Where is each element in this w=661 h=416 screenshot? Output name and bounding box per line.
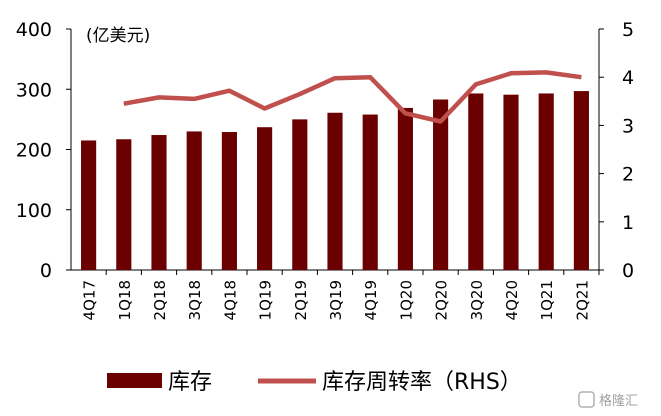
bar-2Q20 — [433, 99, 449, 271]
left-tick-label: 200 — [16, 140, 52, 162]
legend-label-turnover: 库存周转率（RHS） — [322, 370, 522, 395]
left-tick-label: 300 — [16, 79, 52, 101]
right-tick-label: 0 — [622, 260, 634, 282]
bar-3Q18 — [186, 131, 202, 270]
bar-series-inventory — [81, 91, 589, 271]
right-tick-label: 3 — [622, 115, 634, 137]
right-y-ticks: 0 1 2 3 4 5 — [599, 19, 634, 282]
x-tick-label: 2Q21 — [573, 280, 591, 320]
right-tick-label: 1 — [622, 212, 634, 234]
watermark-logo-icon — [578, 391, 595, 408]
x-tick-label: 4Q20 — [503, 280, 521, 320]
x-ticks: 4Q17 1Q18 2Q18 3Q18 4Q18 1Q19 2Q19 3Q19 4Q19 1Q20… — [81, 270, 600, 320]
bar-4Q18 — [221, 132, 237, 270]
x-tick-label: 4Q17 — [81, 280, 99, 320]
x-tick-label: 4Q19 — [362, 280, 380, 320]
left-tick-label: 0 — [40, 260, 52, 282]
bar-3Q19 — [327, 112, 343, 270]
right-tick-label: 5 — [622, 19, 634, 41]
x-tick-label: 1Q18 — [116, 280, 134, 320]
legend: 库存 库存周转率（RHS） — [107, 370, 522, 395]
x-tick-label: 1Q20 — [397, 280, 415, 320]
left-tick-label: 100 — [16, 200, 52, 222]
legend-swatch-inventory — [107, 373, 162, 388]
watermark-text: 格隆汇 — [599, 393, 638, 409]
turnover-line — [123, 70, 582, 124]
bar-1Q20 — [397, 107, 413, 271]
bar-1Q21 — [538, 93, 554, 270]
bar-2Q21 — [573, 91, 589, 271]
right-tick-label: 4 — [622, 67, 634, 89]
x-tick-label: 1Q19 — [257, 280, 275, 320]
bar-4Q20 — [503, 94, 519, 270]
left-y-ticks: 0 100 200 300 400 — [16, 19, 71, 282]
x-tick-label: 3Q19 — [327, 280, 345, 320]
x-tick-label: 4Q18 — [221, 280, 239, 320]
line-series-turnover — [123, 70, 582, 124]
bar-1Q19 — [257, 127, 273, 271]
x-tick-label: 2Q18 — [151, 280, 169, 320]
x-tick-label: 2Q20 — [433, 280, 451, 320]
bar-1Q18 — [116, 139, 132, 270]
bar-4Q17 — [81, 140, 97, 270]
x-tick-label: 2Q19 — [292, 280, 310, 320]
x-tick-label: 1Q21 — [538, 280, 556, 320]
bar-3Q20 — [468, 93, 484, 270]
legend-label-inventory: 库存 — [168, 370, 212, 395]
unit-label: (亿美元) — [86, 26, 150, 46]
bar-2Q19 — [292, 119, 308, 270]
right-tick-label: 2 — [622, 164, 634, 186]
watermark: 格隆汇 — [578, 391, 638, 409]
bar-2Q18 — [151, 135, 167, 270]
bar-4Q19 — [362, 114, 378, 271]
x-tick-label: 3Q20 — [468, 280, 486, 320]
x-tick-label: 3Q18 — [186, 280, 204, 320]
left-tick-label: 400 — [16, 19, 52, 41]
